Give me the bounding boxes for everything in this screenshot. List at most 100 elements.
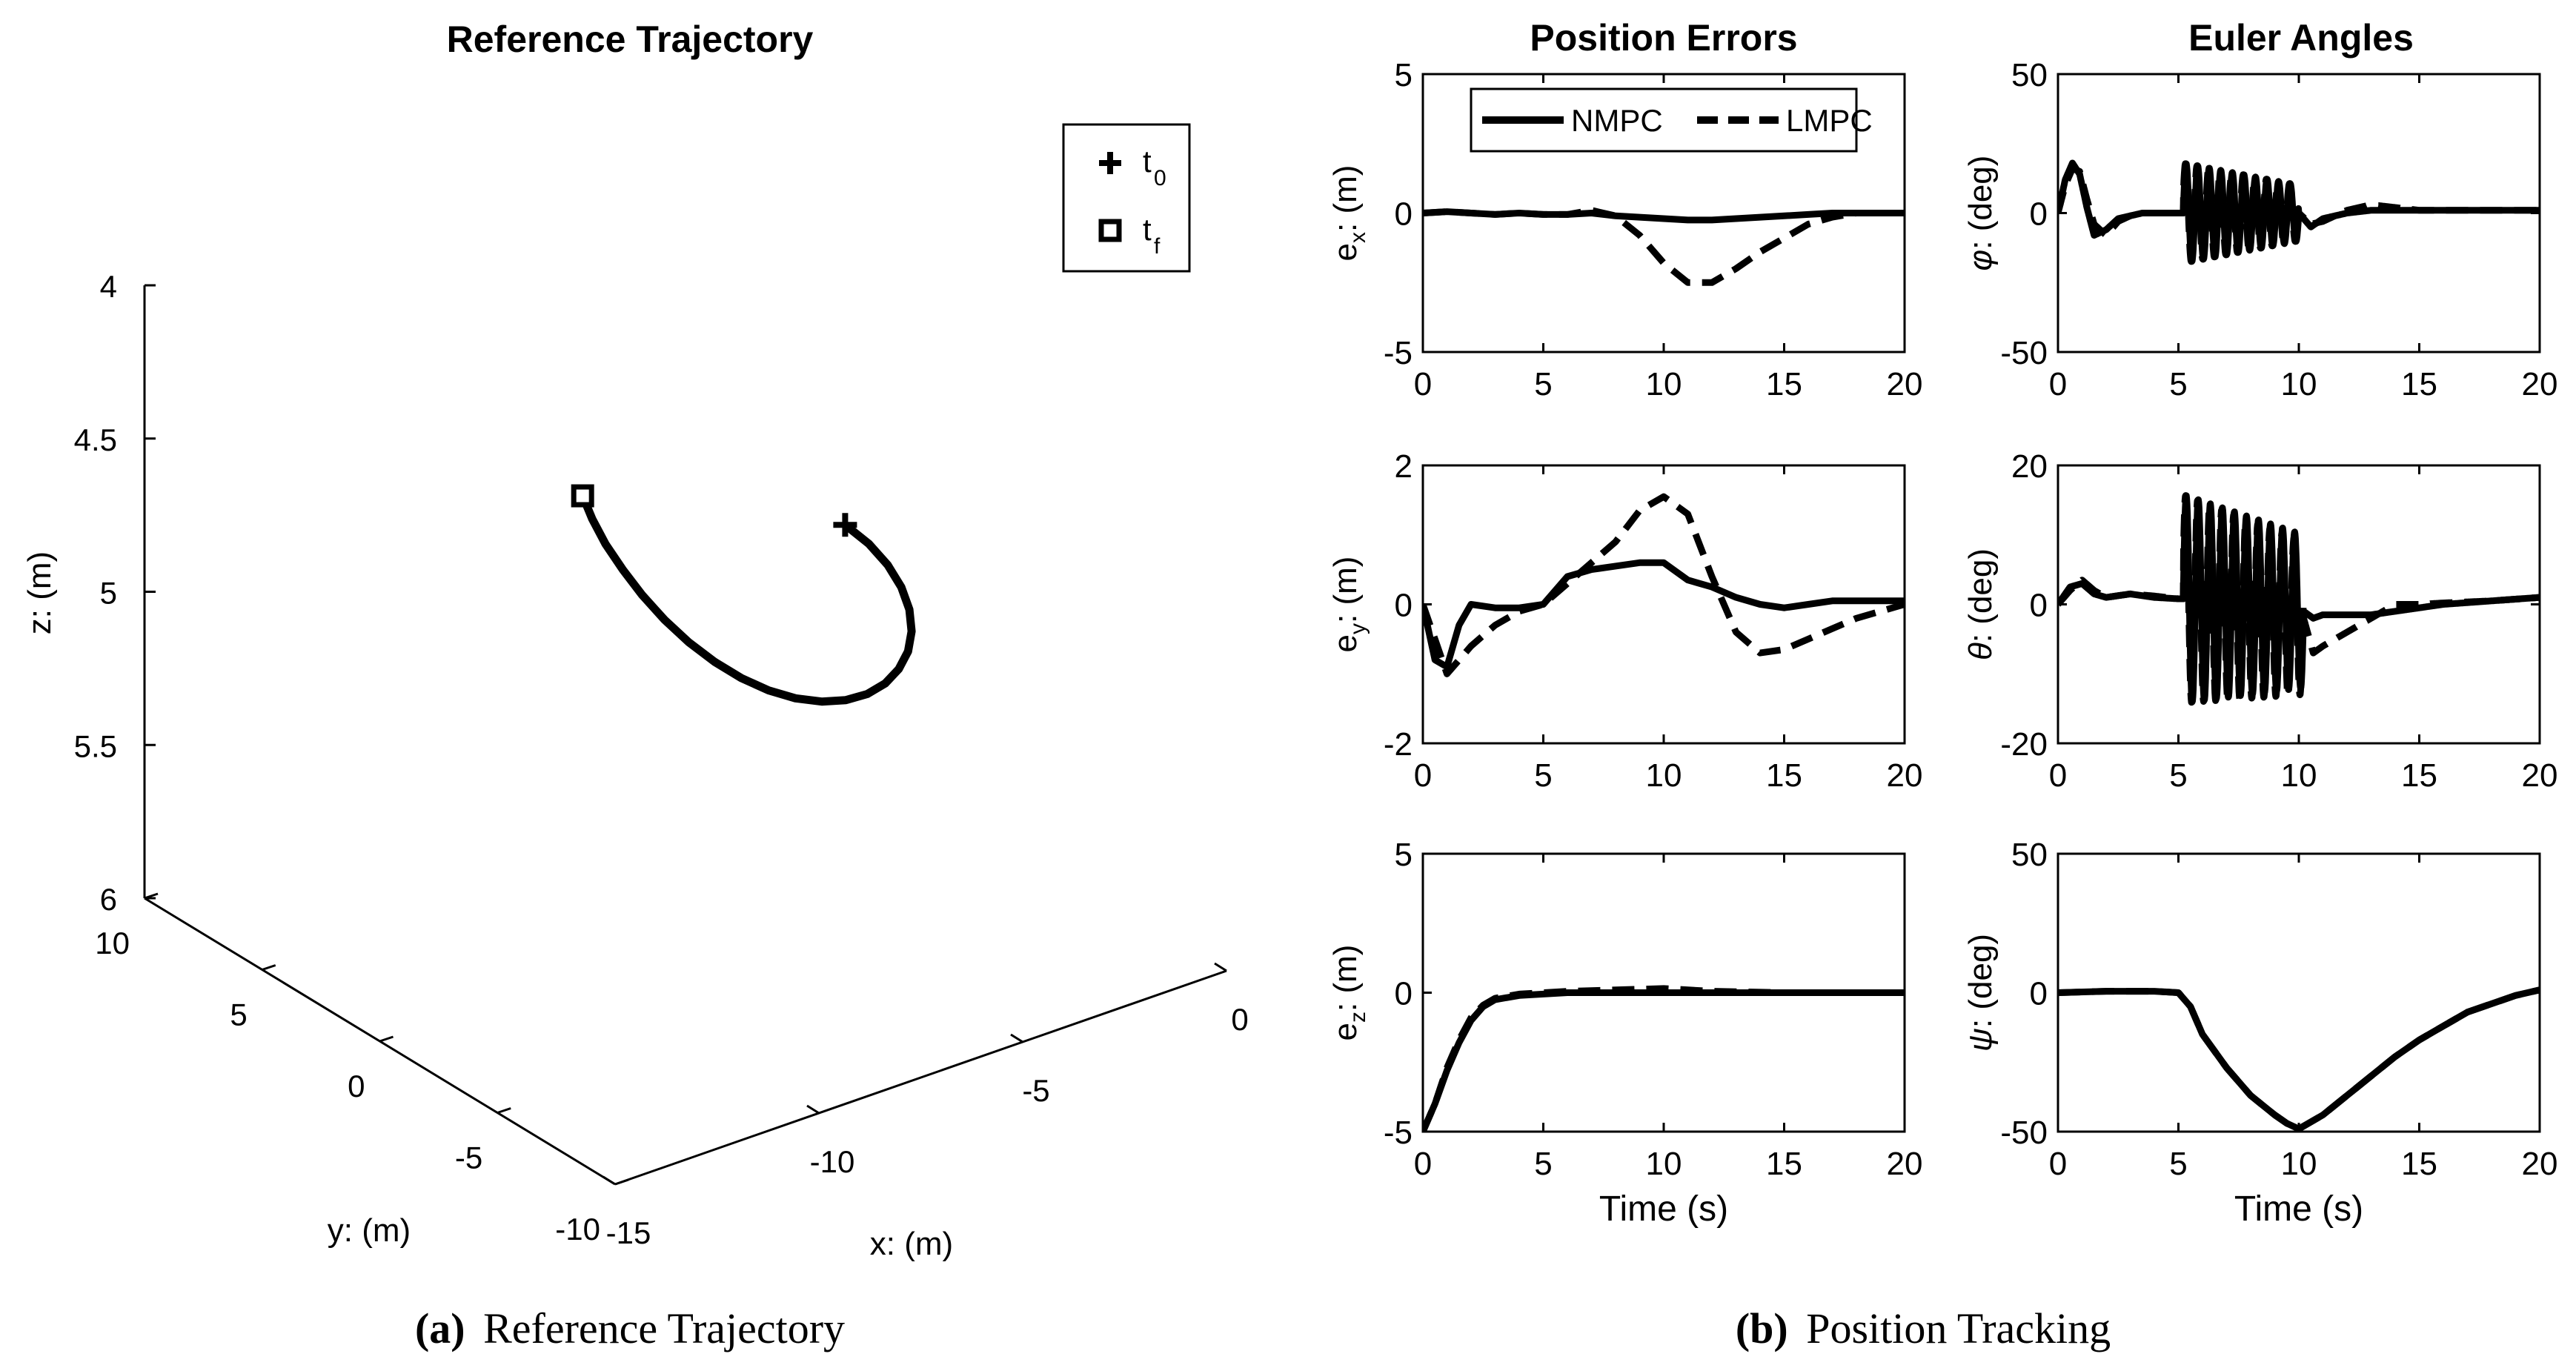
y-axis-label: ez: (m) <box>1327 945 1370 1041</box>
caption-b: (b) Position Tracking <box>1736 1304 2111 1352</box>
caption-a: (a) Reference Trajectory <box>415 1304 845 1352</box>
y-tick-label: -50 <box>2000 335 2048 371</box>
y-tick-label: 0 <box>1395 196 1413 233</box>
z-tick-label: 5 <box>100 576 117 611</box>
x-tick-label: 10 <box>1646 1146 1682 1182</box>
y-tick <box>497 1107 511 1114</box>
panel-a-title: Reference Trajectory <box>447 19 814 60</box>
x-tick-label: 10 <box>1646 366 1682 402</box>
trajectory-line <box>578 491 916 706</box>
y-axis-unit: : (m) <box>1327 165 1364 232</box>
start-marker-icon <box>833 513 857 537</box>
axes-box <box>1421 464 1906 745</box>
tracking-legend: NMPC LMPC <box>1470 87 1873 153</box>
y-axis-symbol: e <box>1327 634 1364 652</box>
y-tick-label: 2 <box>1395 448 1413 485</box>
x-tick-label: 5 <box>2169 366 2187 402</box>
y-axis-unit: : (deg) <box>1962 934 1999 1028</box>
x-tick-label: 10 <box>2281 1146 2317 1182</box>
y-axis-label: ex: (m) <box>1327 165 1370 262</box>
x-tick-label: 15 <box>1766 366 1802 402</box>
series-lmpc <box>2058 492 2540 706</box>
x-tick-label: 10 <box>2281 757 2317 794</box>
series-lmpc <box>1423 493 1905 677</box>
y-tick <box>144 892 159 900</box>
x-tick <box>1214 962 1227 972</box>
column-title-position-errors: Position Errors <box>1530 17 1797 59</box>
x-tick <box>806 1104 820 1115</box>
legend-start-sub: 0 <box>1154 166 1166 190</box>
x-tick-label: 0 <box>2049 366 2067 402</box>
y-tick-label: 0 <box>1395 976 1413 1012</box>
x-tick-label: 20 <box>1887 1146 1923 1182</box>
x-tick-label: 15 <box>2401 1146 2437 1182</box>
x-tick-label: -10 <box>810 1144 855 1179</box>
series-group <box>1423 207 1905 286</box>
trajectory-plot <box>571 484 916 706</box>
y-tick-label: 0 <box>2030 196 2048 233</box>
x-tick-label: 5 <box>1534 757 1552 794</box>
y-axis-symbol: e <box>1327 243 1364 261</box>
x-tick-label: 5 <box>2169 757 2187 794</box>
y-tick-label: -10 <box>555 1212 600 1246</box>
z-tick-label: 4.5 <box>74 422 117 457</box>
series-group <box>2058 492 2540 706</box>
x-tick-label: 10 <box>1646 757 1682 794</box>
y-axis-label: ey: (m) <box>1327 557 1370 653</box>
y-tick-label: -50 <box>2000 1115 2048 1151</box>
x-tick-label: 15 <box>1766 757 1802 794</box>
axes-3d-labels: z: (m) y: (m) x: (m) <box>21 551 953 1262</box>
x-tick-label: 15 <box>1766 1146 1802 1182</box>
y-tick-label: 50 <box>2011 837 2048 873</box>
y-tick-label: -2 <box>1384 726 1413 763</box>
z-tick-label: 6 <box>100 882 117 917</box>
y-axis-symbol: θ <box>1962 643 1999 660</box>
x-tick-label: 0 <box>2049 757 2067 794</box>
series-lmpc <box>1423 207 1905 286</box>
x-axis-label: Time (s) <box>1599 1189 1728 1229</box>
x-tick-label: -15 <box>606 1215 651 1250</box>
y-axis-symbol: ψ <box>1962 1028 1999 1052</box>
x-tick-label: 0 <box>1414 1146 1432 1182</box>
legend-lmpc-label: LMPC <box>1786 103 1873 138</box>
y-axis-label: φ: (deg) <box>1962 156 1999 271</box>
legend-end-marker-icon <box>1098 219 1122 242</box>
end-marker-icon <box>571 484 594 508</box>
y-tick-label: 0 <box>2030 588 2048 624</box>
y-tick-label: 0 <box>2030 976 2048 1012</box>
legend-start-marker-icon <box>1099 152 1121 174</box>
x-tick-label: 20 <box>1887 757 1923 794</box>
y-tick-label: 5 <box>1395 57 1413 93</box>
series-nmpc <box>2058 986 2540 1132</box>
x-tick-label: 10 <box>2281 366 2317 402</box>
y-axis-symbol: e <box>1327 1023 1364 1040</box>
x-tick-label: -5 <box>1022 1073 1049 1108</box>
caption-a-letter: (a) <box>415 1304 465 1352</box>
column-title-euler-angles: Euler Angles <box>2188 17 2414 59</box>
y-axis-subscript: z <box>1346 1012 1370 1023</box>
legend-box <box>1062 123 1191 273</box>
x-tick-label: 5 <box>1534 1146 1552 1182</box>
caption-b-letter: (b) <box>1736 1304 1788 1352</box>
trajectory-legend: t 0 t f <box>1062 123 1191 273</box>
series-lmpc <box>2058 160 2540 265</box>
y-tick-label: 5 <box>1395 837 1413 873</box>
x-tick-label: 5 <box>1534 366 1552 402</box>
y-tick-label: -5 <box>1384 1115 1413 1151</box>
x-tick-label: 0 <box>1414 366 1432 402</box>
y-axis-label: θ: (deg) <box>1962 548 1999 660</box>
series-group <box>2058 159 2540 265</box>
series-lmpc <box>1423 985 1905 1132</box>
y-axis-unit: : (deg) <box>1962 156 1999 250</box>
legend-start-label: t <box>1143 144 1152 179</box>
x-tick-label: 20 <box>2522 366 2558 402</box>
x-axis-label: x: (m) <box>870 1226 953 1262</box>
caption-a-text: Reference Trajectory <box>483 1304 845 1352</box>
x-tick-label: 15 <box>2401 757 2437 794</box>
legend-end-label: t <box>1143 212 1152 247</box>
